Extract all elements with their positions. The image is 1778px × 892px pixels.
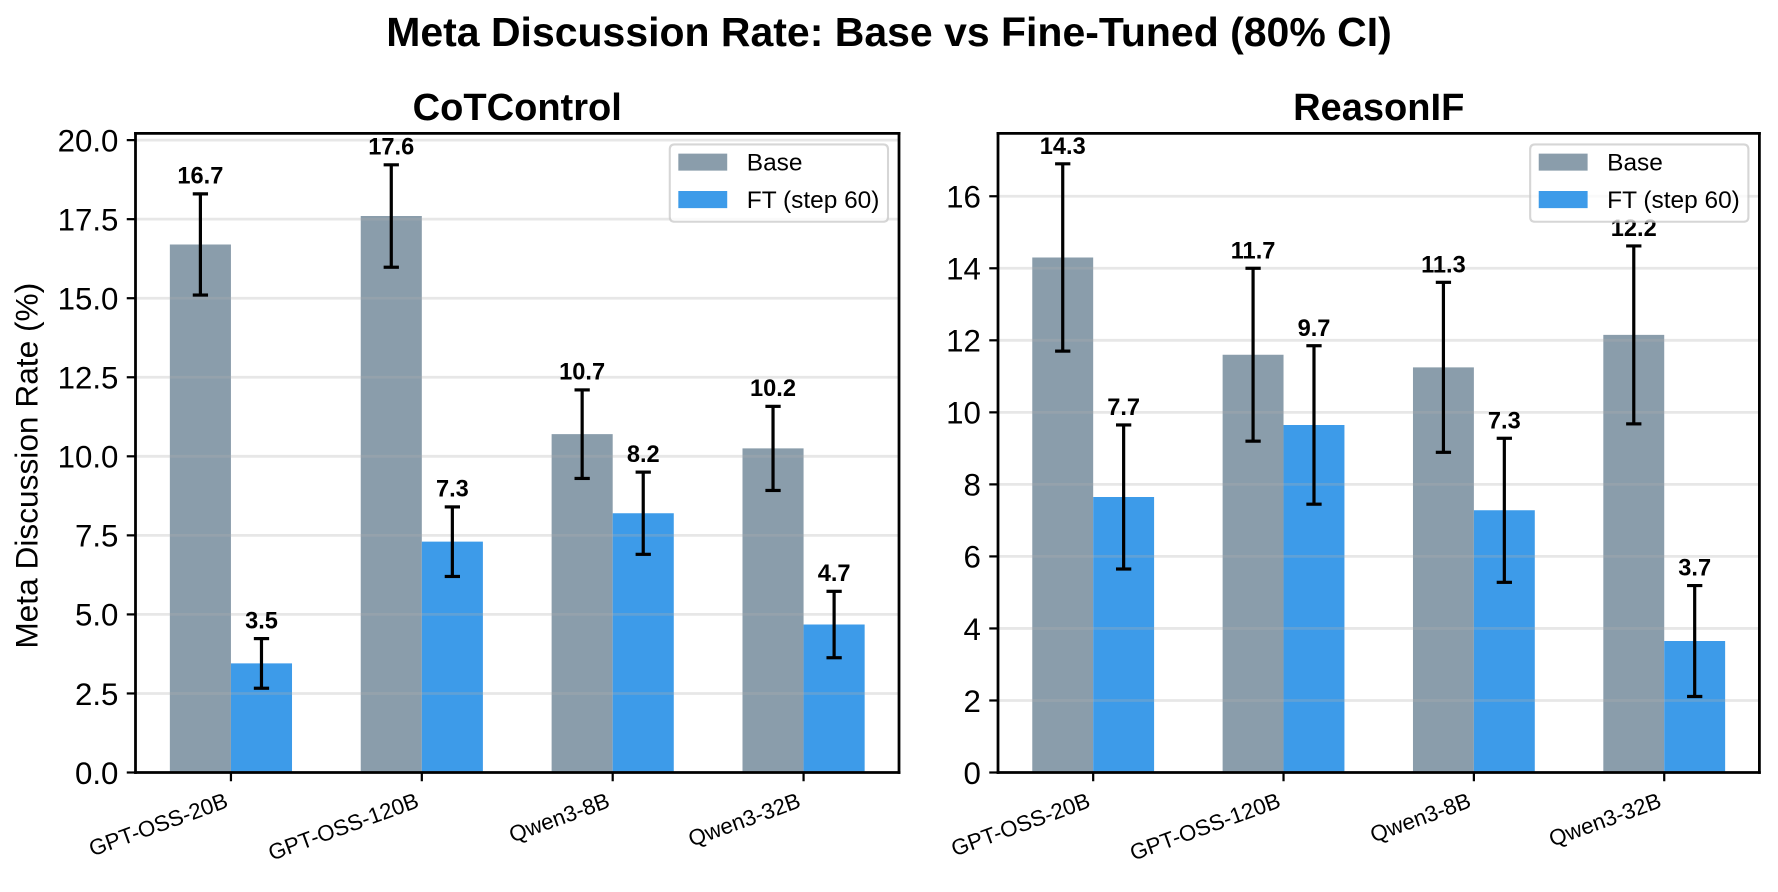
svg-text:Meta Discussion Rate (%): Meta Discussion Rate (%) [9, 283, 45, 649]
svg-text:8.2: 8.2 [627, 442, 660, 468]
svg-text:6: 6 [964, 540, 981, 575]
svg-text:7.5: 7.5 [75, 519, 118, 554]
svg-text:FT (step 60): FT (step 60) [747, 187, 880, 214]
svg-text:4: 4 [964, 612, 981, 647]
svg-text:ReasonIF: ReasonIF [1293, 87, 1464, 129]
svg-text:9.7: 9.7 [1298, 316, 1331, 342]
svg-text:20.0: 20.0 [58, 123, 119, 158]
svg-text:3.7: 3.7 [1678, 556, 1711, 582]
svg-text:14.3: 14.3 [1040, 134, 1086, 160]
svg-text:4.7: 4.7 [818, 561, 851, 587]
svg-text:16.7: 16.7 [177, 164, 223, 190]
svg-text:12.5: 12.5 [58, 361, 119, 396]
svg-text:16: 16 [946, 180, 981, 215]
svg-text:10.2: 10.2 [750, 376, 796, 402]
svg-text:12: 12 [946, 324, 981, 359]
svg-text:0: 0 [964, 756, 981, 791]
svg-text:3.5: 3.5 [245, 608, 278, 634]
svg-text:CoTControl: CoTControl [413, 87, 622, 129]
svg-text:Base: Base [1607, 150, 1663, 177]
svg-text:0.0: 0.0 [75, 756, 118, 791]
svg-text:8: 8 [964, 468, 981, 503]
svg-text:10.7: 10.7 [559, 360, 605, 386]
svg-text:17.6: 17.6 [368, 135, 414, 161]
svg-text:7.3: 7.3 [1488, 408, 1521, 434]
svg-text:Base: Base [747, 150, 803, 177]
svg-text:7.3: 7.3 [436, 477, 469, 503]
svg-text:2: 2 [964, 684, 981, 719]
svg-text:10: 10 [946, 396, 981, 431]
svg-text:15.0: 15.0 [58, 282, 119, 317]
svg-text:2.5: 2.5 [75, 677, 118, 712]
svg-text:17.5: 17.5 [58, 202, 119, 237]
svg-text:FT (step 60): FT (step 60) [1607, 187, 1740, 214]
svg-text:5.0: 5.0 [75, 598, 118, 633]
svg-text:11.7: 11.7 [1231, 238, 1276, 264]
svg-text:11.3: 11.3 [1421, 252, 1466, 278]
svg-text:10.0: 10.0 [58, 440, 119, 475]
svg-text:14: 14 [946, 252, 981, 287]
svg-text:7.7: 7.7 [1107, 395, 1140, 421]
svg-text:Meta Discussion Rate: Base vs: Meta Discussion Rate: Base vs Fine-Tuned… [386, 9, 1392, 55]
